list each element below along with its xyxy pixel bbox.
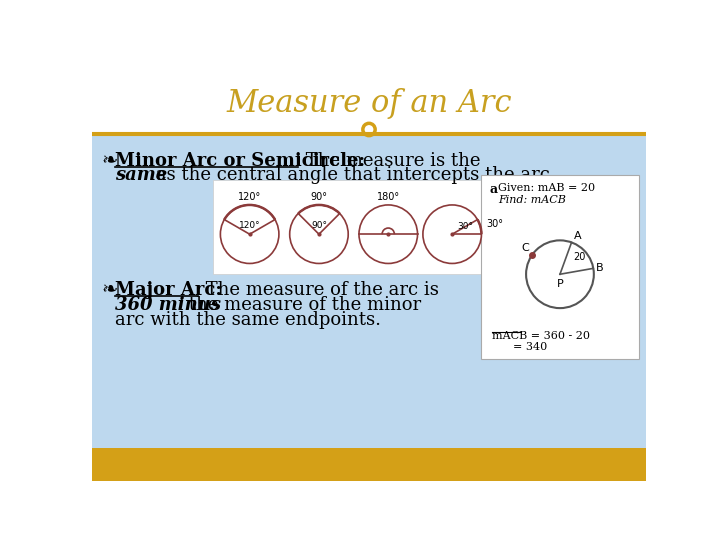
Text: ❧: ❧ [101,152,117,171]
Text: mACB = 360 - 20: mACB = 360 - 20 [492,331,590,341]
Text: 30°: 30° [457,222,473,231]
Text: Major Arc:: Major Arc: [115,281,222,299]
Text: A: A [574,231,582,241]
Text: the measure of the minor: the measure of the minor [183,296,420,314]
Circle shape [220,205,279,264]
Text: as the central angle that intercepts the arc.: as the central angle that intercepts the… [150,166,556,184]
FancyBboxPatch shape [92,448,647,481]
Circle shape [423,205,482,264]
FancyBboxPatch shape [482,175,639,359]
FancyBboxPatch shape [213,180,494,274]
FancyBboxPatch shape [92,134,647,450]
Circle shape [359,205,418,264]
Text: Given: mAB = 20: Given: mAB = 20 [498,183,595,193]
Text: a: a [489,183,498,195]
Text: The measure of the arc is: The measure of the arc is [200,281,439,299]
Text: C: C [521,243,529,253]
Text: 90°: 90° [311,220,327,230]
Text: 20: 20 [573,252,585,262]
Circle shape [526,240,594,308]
Text: 30°: 30° [486,219,503,229]
Text: P: P [557,279,563,289]
Text: ❧: ❧ [101,280,117,299]
Text: Minor Arc or Semicircle:: Minor Arc or Semicircle: [115,152,365,170]
Circle shape [289,205,348,264]
Text: 90°: 90° [310,192,328,202]
Text: 180°: 180° [377,192,400,202]
Text: 120°: 120° [238,192,261,202]
Text: Find: mACB: Find: mACB [498,195,566,205]
Text: Measure of an Arc: Measure of an Arc [226,88,512,119]
FancyBboxPatch shape [92,65,647,136]
Text: 120°: 120° [239,220,261,230]
Text: 360 minus: 360 minus [115,296,221,314]
Text: B: B [595,264,603,273]
Text: The measure is the: The measure is the [300,152,481,170]
Text: arc with the same endpoints.: arc with the same endpoints. [115,312,381,329]
Text: same: same [115,166,167,184]
Text: = 340: = 340 [492,342,547,353]
